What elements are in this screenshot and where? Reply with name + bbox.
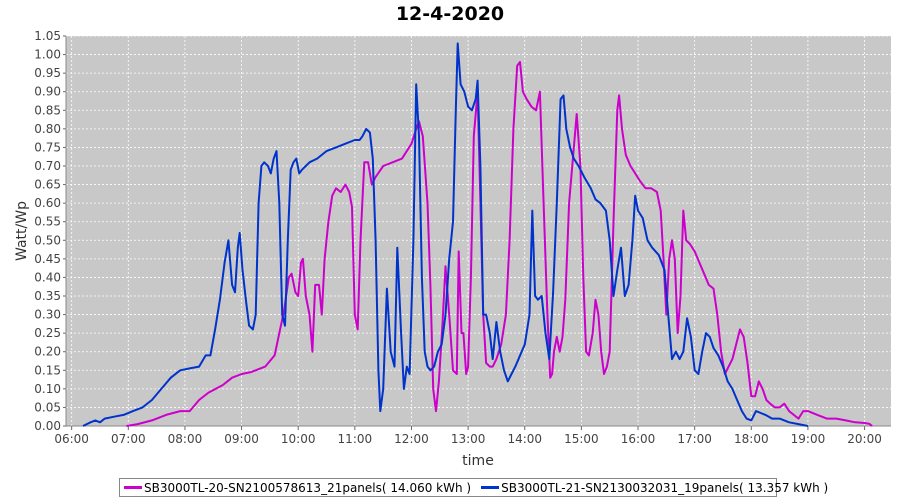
x-axis-label: time (462, 453, 494, 469)
x-tick-label: 13:00 (451, 432, 486, 446)
y-tick-label: 0.25 (34, 326, 61, 340)
x-tick-label: 16:00 (621, 432, 656, 446)
y-tick-label: 0.75 (34, 140, 61, 154)
y-tick-label: 1.05 (34, 29, 61, 43)
x-tick-label: 20:00 (847, 432, 882, 446)
x-tick-label: 09:00 (224, 432, 259, 446)
y-axis-label: Watt/Wp (14, 201, 30, 261)
legend-label: SB3000TL-21-SN2130032031_19panels( 13.35… (501, 480, 829, 495)
legend-label: SB3000TL-20-SN2100578613_21panels( 14.06… (144, 480, 472, 495)
x-tick-label: 11:00 (338, 432, 373, 446)
y-tick-label: 0.40 (34, 270, 61, 284)
y-tick-label: 0.30 (34, 308, 61, 322)
y-tick-label: 0.00 (34, 419, 61, 433)
y-tick-label: 0.20 (34, 345, 61, 359)
y-tick-label: 0.05 (34, 400, 61, 414)
x-tick-label: 06:00 (54, 432, 89, 446)
legend-swatch (481, 486, 500, 489)
y-tick-label: 1.00 (34, 48, 61, 62)
y-axis: 0.00 0.05 0.10 0.15 0.20 0.25 0.30 0.35 0.40 0.45… (34, 29, 67, 433)
y-tick-label: 0.90 (34, 85, 61, 99)
x-tick-label: 10:00 (281, 432, 316, 446)
series-layer (82, 42, 873, 427)
x-tick-label: 08:00 (168, 432, 203, 446)
x-tick-label: 15:00 (564, 432, 599, 446)
legend: SB3000TL-20-SN2100578613_21panels( 14.06… (119, 478, 828, 497)
y-tick-label: 0.85 (34, 103, 61, 117)
x-tick-label: 19:00 (791, 432, 826, 446)
y-tick-label: 0.15 (34, 363, 61, 377)
series-line-1 (126, 61, 873, 427)
x-tick-label: 17:00 (677, 432, 712, 446)
y-tick-label: 0.65 (34, 178, 61, 192)
x-tick-label: 12:00 (394, 432, 429, 446)
y-tick-label: 0.35 (34, 289, 61, 303)
y-tick-label: 0.80 (34, 122, 61, 136)
legend-item-sb3000tl-21: SB3000TL-21-SN2130032031_19panels( 13.35… (481, 481, 828, 495)
y-tick-label: 0.60 (34, 196, 61, 210)
y-tick-label: 0.10 (34, 382, 61, 396)
y-tick-label: 0.95 (34, 66, 61, 80)
y-tick-label: 0.50 (34, 233, 61, 247)
x-tick-label: 07:00 (111, 432, 146, 446)
chart-title: 12-4-2020 (395, 3, 505, 25)
x-tick-label: 18:00 (734, 432, 769, 446)
x-axis: 06:00 07:00 08:00 09:00 10:00 11:00 12:00 13:00… (54, 425, 891, 446)
y-tick-label: 0.55 (34, 215, 61, 229)
y-tick-label: 0.70 (34, 159, 61, 173)
legend-item-sb3000tl-20: SB3000TL-20-SN2100578613_21panels( 14.06… (124, 481, 471, 495)
x-tick-label: 14:00 (507, 432, 542, 446)
legend-swatch (124, 486, 142, 489)
y-tick-label: 0.45 (34, 252, 61, 266)
series-line-2 (82, 42, 809, 427)
